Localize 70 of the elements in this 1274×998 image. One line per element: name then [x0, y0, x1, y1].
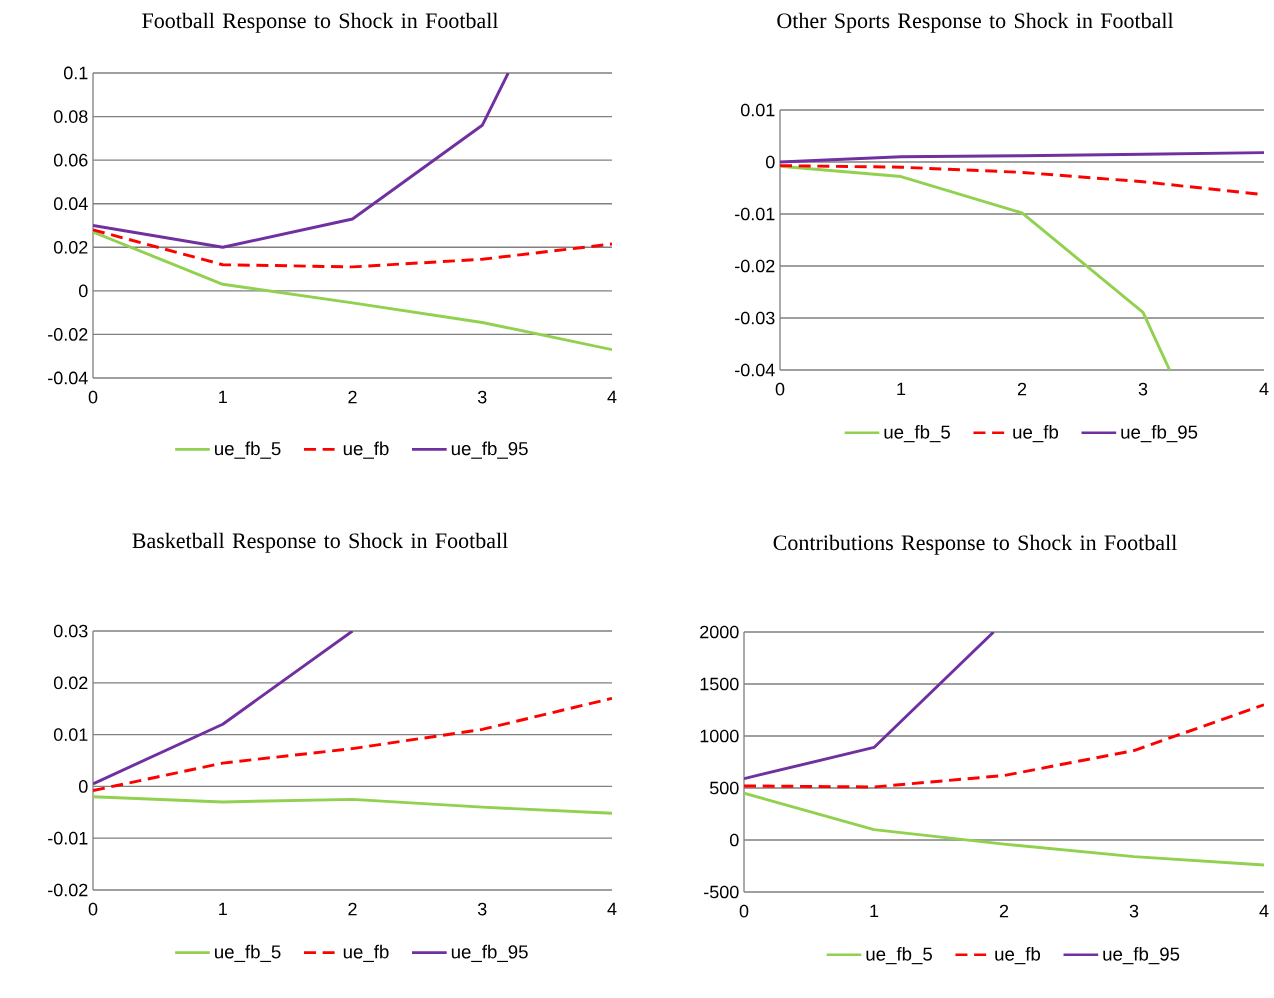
y-tick-label: 0.1: [63, 66, 88, 80]
x-tick-label: 1: [897, 382, 906, 396]
x-tick-label: 4: [607, 902, 617, 916]
y-tick-label: -0.03: [735, 311, 775, 325]
line-series: [93, 228, 612, 269]
legend-label: ue_fb_95: [451, 441, 528, 459]
y-tick-label: 0.08: [53, 110, 88, 123]
x-tick-label: 0: [775, 382, 785, 396]
x-tick-label: 3: [1138, 382, 1148, 396]
legend-label: ue_fb: [995, 946, 1041, 965]
y-tick-label: 0.06: [53, 153, 88, 167]
legend-label: ue_fb_95: [1103, 946, 1180, 965]
y-tick-label: 0: [79, 780, 88, 793]
legend-label: ue_fb_5: [866, 946, 932, 965]
line-series: [780, 151, 1264, 164]
legend-label: ue_fb: [1013, 424, 1059, 443]
line-series: [93, 795, 612, 815]
x-tick-label: 0: [88, 390, 98, 404]
line-series: [780, 164, 1172, 370]
legend-label: ue_fb_5: [215, 944, 281, 963]
line-series: [93, 73, 510, 249]
x-tick-label: 3: [1129, 904, 1139, 918]
y-tick-label: -0.04: [48, 371, 88, 385]
y-tick-label: -0.02: [48, 883, 88, 897]
x-tick-label: 3: [477, 390, 487, 404]
x-tick-label: 2: [348, 902, 357, 916]
legend-label: ue_fb_95: [1121, 424, 1198, 443]
y-tick-label: 0: [730, 833, 739, 847]
y-tick-label: 0.01: [53, 728, 88, 741]
y-tick-label: 0: [79, 284, 88, 298]
y-tick-label: 0.04: [53, 197, 88, 211]
legend-label: ue_fb_95: [451, 944, 528, 963]
y-tick-label: 1000: [700, 729, 739, 743]
x-tick-label: 1: [219, 902, 227, 916]
x-tick-label: 1: [870, 904, 879, 918]
line-series: [93, 696, 612, 793]
y-tick-label: -500: [704, 885, 739, 899]
y-tick-label: 2000: [700, 625, 739, 639]
x-tick-label: 4: [607, 390, 617, 404]
legend-label: ue_fb: [343, 441, 389, 459]
y-tick-label: 0: [766, 155, 775, 169]
y-tick-label: -0.01: [735, 207, 775, 221]
y-tick-label: 0.03: [53, 624, 88, 638]
chart-title: Contributions Response to Shock in Football: [773, 534, 1177, 555]
y-tick-label: -0.01: [48, 831, 88, 845]
x-tick-label: 4: [1259, 904, 1269, 918]
chart-title: Other Sports Response to Shock in Football: [777, 12, 1174, 33]
y-tick-label: -0.04: [735, 363, 775, 377]
y-tick-label: 1500: [700, 677, 739, 691]
line-series: [93, 230, 612, 352]
legend-label: ue_fb_5: [884, 424, 950, 443]
line-series: [744, 791, 1264, 867]
legend-label: ue_fb: [343, 944, 389, 963]
x-tick-label: 2: [1017, 382, 1027, 396]
line-series: [744, 703, 1264, 789]
x-tick-label: 1: [219, 390, 227, 404]
x-tick-label: 2: [348, 390, 357, 404]
y-tick-label: 0.02: [53, 676, 88, 690]
chart-title: Basketball Response to Shock in Football: [132, 532, 508, 553]
x-tick-label: 2: [999, 904, 1009, 918]
y-tick-label: 500: [709, 781, 739, 795]
chart-title: Football Response to Shock in Football: [142, 12, 499, 33]
y-tick-label: 0.02: [53, 240, 88, 254]
y-tick-label: 0.01: [740, 103, 775, 117]
x-tick-label: 3: [477, 902, 487, 916]
x-tick-label: 4: [1259, 382, 1269, 396]
legend-label: ue_fb_5: [215, 441, 281, 459]
y-tick-label: -0.02: [48, 328, 88, 341]
y-tick-label: -0.02: [735, 259, 775, 273]
x-tick-label: 0: [88, 902, 98, 916]
